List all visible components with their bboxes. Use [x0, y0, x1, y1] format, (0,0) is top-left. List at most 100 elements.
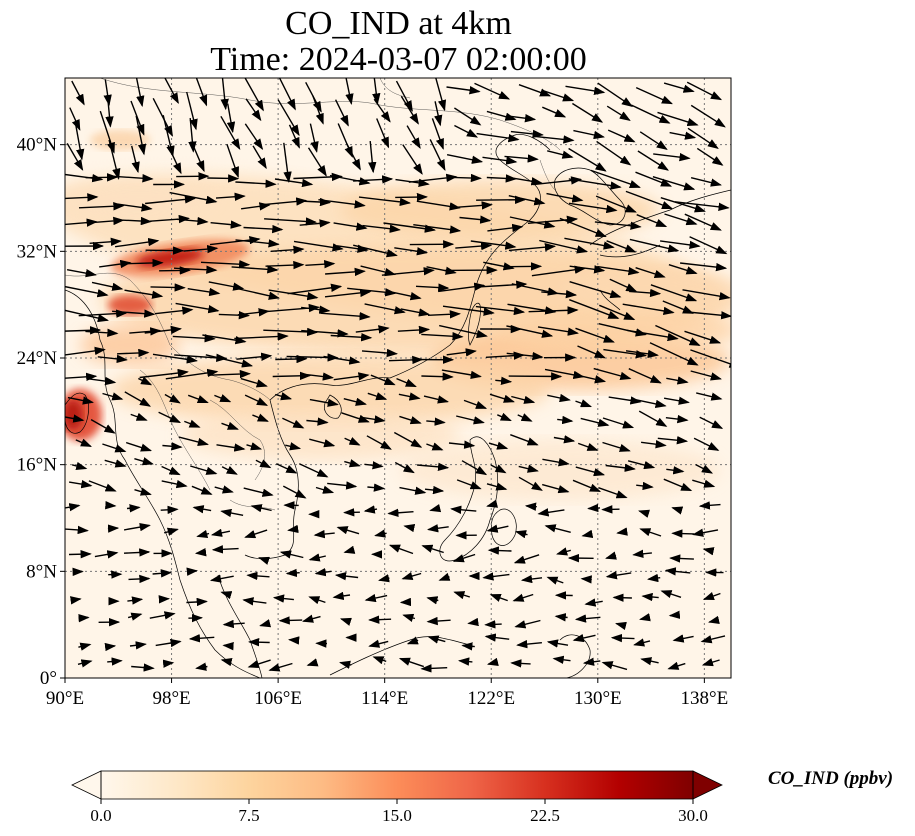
wind-arrow	[301, 305, 331, 314]
wind-arrow	[131, 145, 140, 174]
wind-arrow	[264, 217, 317, 226]
wind-arrow	[652, 176, 696, 191]
wind-arrow	[608, 396, 642, 405]
wind-arrow	[602, 417, 635, 429]
wind-arrow	[275, 354, 308, 364]
wind-arrow	[423, 395, 449, 404]
wind-arrow	[516, 639, 542, 649]
wind-arrow	[104, 642, 117, 652]
wind-arrow	[355, 325, 390, 334]
wind-arrow	[65, 193, 99, 202]
wind-arrow	[508, 195, 546, 206]
wind-arrow	[518, 476, 543, 491]
wind-arrow	[590, 169, 641, 189]
wind-arrow	[243, 487, 274, 497]
wind-arrow	[577, 345, 606, 359]
wind-arrow	[446, 86, 481, 95]
wind-arrow	[167, 144, 182, 175]
wind-arrow	[630, 104, 671, 124]
wind-arrow	[518, 464, 539, 473]
wind-arrow	[65, 326, 102, 335]
wind-arrow	[364, 461, 384, 470]
wind-arrow	[495, 376, 513, 386]
wind-arrow	[606, 105, 631, 121]
wind-arrow	[129, 641, 147, 650]
wind-arrow	[489, 594, 508, 602]
wind-arrow	[396, 377, 417, 388]
wind-arrow	[259, 619, 272, 628]
wind-arrow	[231, 265, 279, 274]
wind-arrow	[368, 615, 392, 624]
wind-arrow	[702, 547, 715, 556]
wind-arrow	[282, 417, 305, 429]
wind-arrow	[353, 175, 394, 184]
wind-arrow	[302, 614, 321, 623]
wind-arrow	[429, 504, 442, 513]
wind-arrow	[486, 499, 499, 508]
wind-arrow	[299, 463, 329, 478]
lat-tick-label: 32°N	[17, 241, 58, 262]
wind-arrow	[334, 99, 349, 127]
wind-arrow	[598, 487, 628, 499]
wind-arrow	[162, 659, 175, 668]
wind-arrow	[244, 123, 264, 150]
wind-arrow	[693, 437, 720, 451]
lon-tick-label: 114°E	[361, 688, 408, 709]
wind-arrow	[476, 195, 527, 205]
wind-arrow	[671, 506, 684, 515]
colorbar-extend-max	[692, 770, 723, 800]
wind-arrow	[512, 593, 534, 602]
wind-arrow	[186, 567, 198, 576]
wind-arrow	[343, 545, 356, 554]
wind-arrow	[381, 267, 435, 276]
wind-arrow	[200, 260, 251, 269]
wind-arrow	[682, 289, 731, 301]
wind-arrow	[541, 289, 578, 299]
wind-arrow	[429, 139, 446, 171]
wind-arrow	[546, 639, 569, 648]
wind-arrow	[639, 613, 651, 622]
wind-arrow	[358, 196, 411, 207]
wind-arrow	[161, 465, 181, 476]
wind-arrow	[195, 662, 208, 671]
wind-arrow	[244, 394, 269, 406]
wind-arrow	[159, 266, 191, 275]
wind-arrow	[344, 459, 361, 468]
colorbar-extend-min	[71, 770, 102, 800]
wind-arrow	[636, 214, 668, 228]
colorbar-gradient	[101, 771, 693, 799]
wind-arrow	[71, 80, 85, 106]
wind-arrow	[402, 613, 416, 622]
wind-arrow	[192, 146, 205, 173]
wind-arrow	[272, 371, 312, 381]
lon-tick-label: 106°E	[254, 688, 302, 709]
wind-arrow	[293, 240, 344, 252]
wind-arrow	[510, 129, 544, 139]
wind-arrow	[450, 505, 477, 514]
wind-arrow	[401, 571, 422, 581]
wind-arrow	[533, 176, 583, 186]
wind-arrow	[636, 481, 654, 491]
wind-arrow	[99, 110, 115, 154]
wind-arrow	[649, 342, 699, 366]
wind-arrow	[663, 478, 693, 492]
wind-arrow	[689, 236, 728, 255]
wind-arrow	[537, 326, 579, 336]
wind-arrow	[638, 509, 650, 518]
wind-arrow	[387, 508, 414, 517]
lon-tick-label: 98°E	[152, 688, 190, 709]
wind-arrow	[78, 309, 128, 318]
wind-arrow	[190, 465, 218, 475]
wind-arrow	[674, 201, 730, 211]
wind-arrow	[420, 664, 448, 673]
wind-arrow	[513, 554, 540, 564]
wind-arrow	[486, 174, 517, 183]
wind-arrow	[687, 127, 719, 149]
wind-arrow	[696, 147, 724, 166]
wind-arrow	[660, 590, 682, 599]
wind-arrow	[218, 311, 250, 320]
wind-arrow	[175, 302, 220, 314]
wind-arrow	[205, 354, 254, 368]
wind-arrow	[158, 411, 182, 424]
wind-arrow	[671, 529, 695, 538]
